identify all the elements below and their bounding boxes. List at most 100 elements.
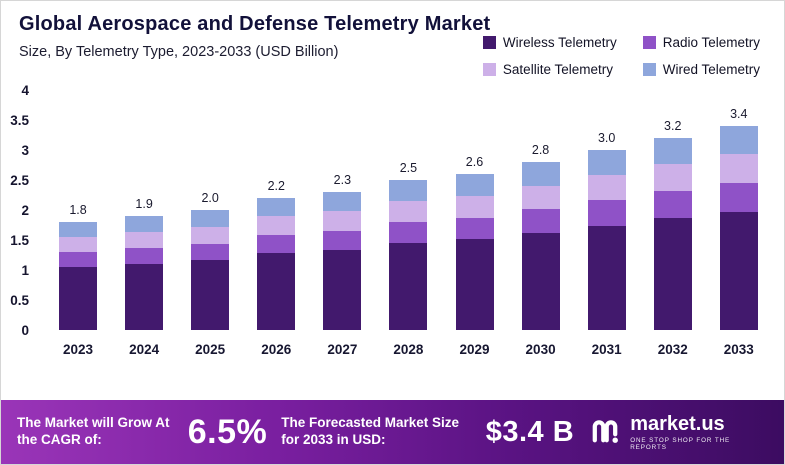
bar-segment-wired-telemetry [191,210,230,227]
bar-segment-radio-telemetry [455,217,494,240]
chart-legend: Wireless Telemetry Radio Telemetry Satelli… [482,35,760,77]
x-tick-label-2024: 2024 [129,342,160,357]
bar-segment-satellite-telemetry [257,216,296,235]
bar-2033: 3.4 [719,90,758,330]
bar-segment-wireless-telemetry [455,239,494,330]
legend-swatch [482,36,496,49]
brand-block: market.us ONE STOP SHOP FOR THE REPORTS [588,413,768,452]
bar-2026: 2.2 [257,90,296,330]
forecast-label: The Forecasted Market Size for 2033 in U… [281,415,460,447]
x-tick-label-2033: 2033 [723,342,754,357]
brand-tagline: ONE STOP SHOP FOR THE REPORTS [630,436,731,451]
bar-2028: 2.5 [389,90,428,330]
legend-item-3: Wired Telemetry [642,62,760,77]
bar-2024: 1.9 [125,90,164,330]
x-tick-label-2030: 2030 [525,342,556,357]
bar-segment-wireless-telemetry [125,264,164,330]
bar-total-label: 2.8 [531,143,550,157]
x-tick-label-2027: 2027 [327,342,358,357]
bar-segment-radio-telemetry [521,209,560,233]
bar-segment-wired-telemetry [257,198,296,217]
y-tick-label: 4 [21,82,29,98]
brand-text: market.us ONE STOP SHOP FOR THE REPORTS [630,414,768,451]
brand-name: market.us [630,412,725,435]
y-tick-label: 1 [21,262,29,278]
bar-segment-satellite-telemetry [455,195,494,218]
bar-2031: 3.0 [587,90,626,330]
y-axis: 0 0.5 1 1.5 2 2.5 3 3.5 4 [1,83,39,336]
bar-segment-wireless-telemetry [653,218,692,330]
bar-2029: 2.6 [455,90,494,330]
bar-segment-wired-telemetry [455,174,494,196]
bar-segment-satellite-telemetry [587,175,626,201]
y-tick-label: 3 [21,142,29,158]
bar-total-label: 1.8 [69,203,87,217]
bar-total-label: 2.5 [399,161,418,175]
plot-area: 1.8 1.9 2.0 2.2 2.3 2.5 2.6 2.8 3.0 3.2 3.4 [45,90,772,330]
bar-segment-wired-telemetry [719,126,758,155]
bar-segment-wireless-telemetry [389,243,428,330]
legend-label: Wired Telemetry [662,62,760,77]
bar-total-label: 3.2 [664,119,682,133]
legend-label: Satellite Telemetry [502,62,613,77]
bar-segment-wired-telemetry [521,162,560,187]
y-tick-label: 1.5 [10,232,29,248]
bar-segment-satellite-telemetry [191,226,230,244]
x-tick-label-2029: 2029 [459,342,490,357]
bar-total-label: 2.0 [201,191,219,205]
bar-total-label: 1.9 [135,197,153,211]
legend-swatch [482,63,496,76]
x-tick-label-2023: 2023 [63,342,94,357]
legend-swatch [642,63,656,76]
y-tick-label: 3.5 [10,112,29,128]
bar-segment-radio-telemetry [323,231,362,251]
bar-2025: 2.0 [191,90,230,330]
y-tick-label: 2.5 [10,172,29,188]
bar-segment-wired-telemetry [587,150,626,176]
bar-segment-wireless-telemetry [257,253,296,330]
bar-segment-wireless-telemetry [191,260,230,330]
bar-segment-satellite-telemetry [719,154,758,184]
bar-segment-satellite-telemetry [323,211,362,232]
bar-segment-radio-telemetry [719,183,758,212]
bar-segment-wireless-telemetry [719,211,758,330]
bar-segment-satellite-telemetry [389,201,428,222]
x-tick-label-2028: 2028 [393,342,424,357]
bar-2023: 1.8 [59,90,98,330]
bar-2030: 2.8 [521,90,560,330]
cagr-label: The Market will Grow At the CAGR of: [17,415,170,447]
legend-item-1: Radio Telemetry [642,35,760,50]
legend-swatch [642,36,656,49]
x-tick-label-2026: 2026 [261,342,292,357]
x-tick-label-2032: 2032 [657,342,688,357]
page-title: Global Aerospace and Defense Telemetry M… [19,13,491,35]
stacked-bar-chart: 0 0.5 1 1.5 2 2.5 3 3.5 4 1.8 1.9 2.0 2.2 2.3 2.5 2.6 2… [1,83,784,400]
bar-segment-wired-telemetry [389,180,428,201]
bar-segment-satellite-telemetry [653,164,692,192]
bar-segment-wireless-telemetry [587,225,626,330]
x-tick-label-2025: 2025 [195,342,226,357]
bar-segment-wired-telemetry [323,192,362,212]
y-tick-label: 0 [21,322,29,338]
cagr-value: 6.5% [187,412,268,451]
bar-segment-radio-telemetry [191,243,230,261]
x-axis: 2023 2024 2025 2026 2027 2028 2029 2030 2031 2032… [45,342,772,357]
chart-subtitle: Size, By Telemetry Type, 2023-2033 (USD … [19,44,339,60]
bar-segment-satellite-telemetry [59,237,98,252]
bar-segment-radio-telemetry [587,200,626,226]
bar-total-label: 2.6 [465,155,484,169]
bar-total-label: 2.3 [333,173,352,187]
legend-item-0: Wireless Telemetry [482,35,617,50]
legend-label: Wireless Telemetry [502,35,617,50]
footer-banner: The Market will Grow At the CAGR of: 6.5… [1,400,784,464]
bar-segment-wired-telemetry [59,222,98,237]
bar-segment-radio-telemetry [653,191,692,219]
bar-segment-wireless-telemetry [59,267,98,330]
y-tick-label: 2 [21,202,29,218]
marketus-logo-icon [588,413,622,452]
forecast-value: $3.4 B [485,415,575,448]
bar-2032: 3.2 [653,90,692,330]
chart-header: Global Aerospace and Defense Telemetry M… [1,1,784,77]
bar-segment-wireless-telemetry [521,232,560,330]
